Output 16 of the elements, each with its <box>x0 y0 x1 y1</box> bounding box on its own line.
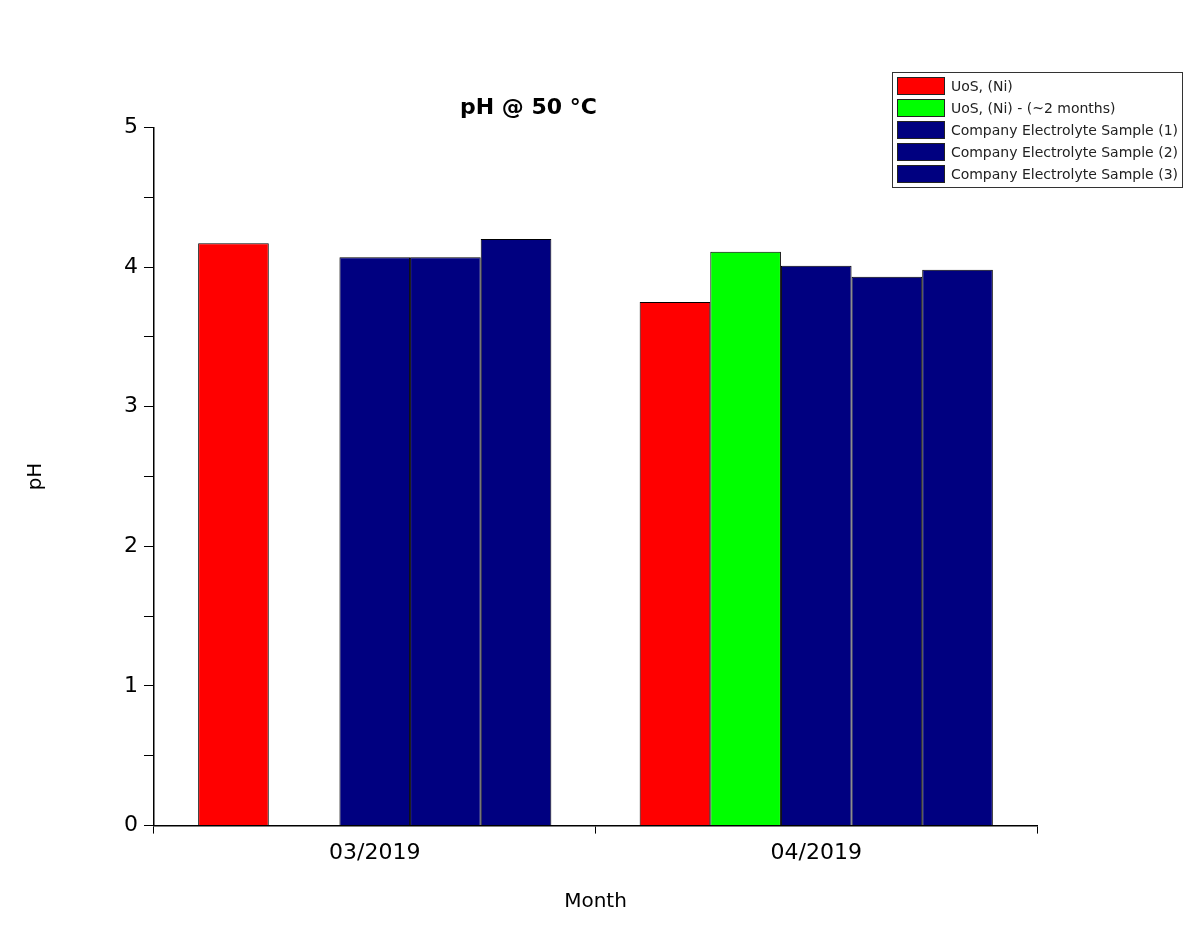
x-axis-title: Month <box>564 888 627 913</box>
legend-label: UoS, (Ni) <box>950 78 1013 94</box>
y-tick-label: 1 <box>124 671 138 697</box>
y-tick-label: 3 <box>124 392 138 418</box>
chart-title: pH @ 50 °C <box>460 93 597 119</box>
x-tick-label: 04/2019 <box>770 838 862 864</box>
legend-label: UoS, (Ni) - (~2 months) <box>950 100 1116 116</box>
y-tick-label: 4 <box>124 252 138 278</box>
legend-label: Company Electrolyte Sample (1) <box>950 122 1178 138</box>
legend-label: Company Electrolyte Sample (3) <box>950 166 1178 182</box>
legend-label: Company Electrolyte Sample (2) <box>950 144 1178 160</box>
y-tick-label: 2 <box>124 532 138 558</box>
y-tick-label: 0 <box>124 811 138 837</box>
y-axis-title: pH <box>22 462 47 491</box>
x-tick-label: 03/2019 <box>329 838 421 864</box>
y-tick-label: 5 <box>124 113 138 139</box>
